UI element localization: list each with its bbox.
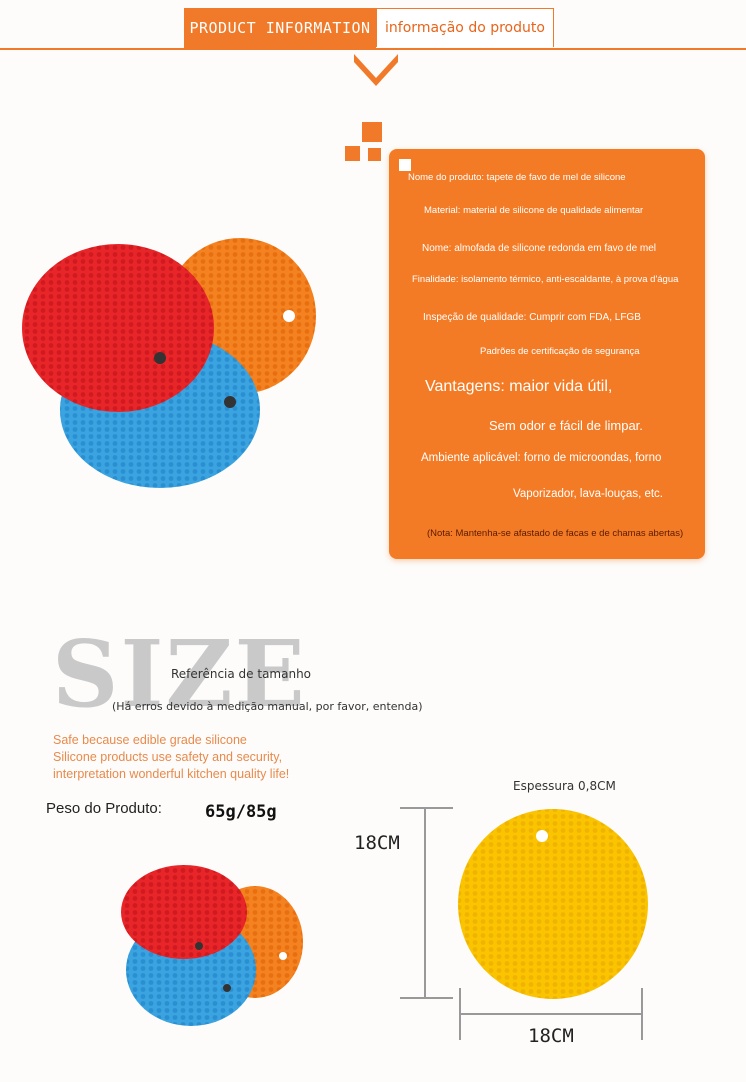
info-line: Nome: almofada de silicone redonda em fa… — [422, 243, 657, 254]
info-note: (Nota: Mantenha-se afastado de facas e d… — [427, 528, 684, 539]
info-line: Inspeção de qualidade: Cumprir com FDA, … — [423, 312, 641, 323]
decor-square — [362, 122, 382, 142]
info-line: Sem odor e fácil de limpar. — [489, 418, 643, 433]
width-dimension: 18CM — [528, 1025, 574, 1047]
info-line: Vantagens: maior vida útil, — [425, 378, 613, 395]
product-info-card: Nome do produto: tapete de favo de mel d… — [389, 149, 705, 559]
decor-square — [345, 146, 360, 161]
info-line: Material: material de silicone de qualid… — [424, 205, 644, 216]
info-line: Ambiente aplicável: forno de microondas,… — [421, 452, 662, 464]
decor-square — [368, 148, 381, 161]
size-reference-title: Referência de tamanho — [171, 667, 312, 681]
english-line: Silicone products use safety and securit… — [53, 750, 283, 764]
english-line: Safe because edible grade silicone — [53, 733, 247, 747]
product-information-tab: PRODUCT INFORMATION — [184, 8, 376, 48]
size-reference-note: (Há erros devido à medição manual, por f… — [112, 700, 423, 713]
header-divider — [0, 48, 746, 50]
height-dimension: 18CM — [354, 832, 400, 854]
info-line: Finalidade: isolamento térmico, anti-esc… — [412, 274, 679, 285]
yellow-trivet — [458, 809, 648, 999]
dimension-lines — [400, 807, 643, 1040]
info-line: Nome do produto: tapete de favo de mel d… — [408, 172, 626, 183]
chevron-down-icon — [354, 54, 398, 86]
weight-value: 65g/85g — [205, 802, 277, 822]
english-line: interpretation wonderful kitchen quality… — [53, 767, 290, 781]
info-line: Padrões de certificação de segurança — [480, 346, 640, 357]
card-corner-mark — [399, 159, 411, 171]
thickness-label: Espessura 0,8CM — [513, 779, 616, 793]
product-image-trivets — [22, 238, 316, 488]
size-watermark: SIZE — [52, 620, 307, 728]
product-image-small — [121, 865, 303, 1026]
product-information-pt-tab: informação do produto — [376, 8, 554, 47]
weight-label: Peso do Produto: — [46, 800, 162, 817]
info-line: Vaporizador, lava-louças, etc. — [513, 488, 664, 500]
